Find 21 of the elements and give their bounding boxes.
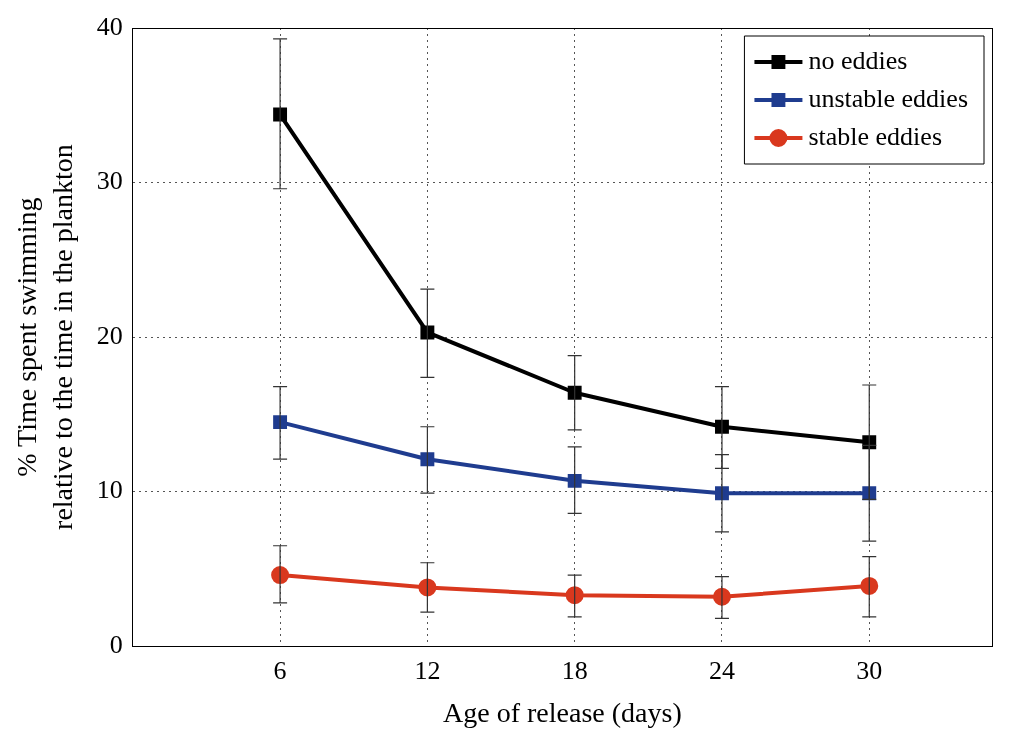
x-tick-label: 12: [414, 655, 441, 685]
y-tick-label: 10: [96, 475, 123, 505]
point: [418, 578, 437, 597]
point: [860, 576, 879, 595]
point: [420, 452, 435, 467]
y-tick-label: 20: [96, 320, 123, 350]
point: [565, 586, 584, 605]
legend-label: unstable eddies: [808, 83, 969, 113]
y-tick-label: 40: [96, 11, 123, 41]
x-tick-label: 18: [561, 655, 588, 685]
x-tick-label: 24: [708, 655, 735, 685]
point: [567, 473, 582, 488]
x-tick-label: 30: [856, 655, 883, 685]
point: [567, 385, 582, 400]
x-axis-title: Age of release (days): [443, 696, 682, 728]
y-tick-label: 0: [109, 630, 123, 660]
y-tick-label: 30: [96, 166, 123, 196]
x-tick-label: 6: [273, 655, 287, 685]
y-axis-title: % Time spent swimming relative to the time in the plankton: [10, 144, 78, 530]
legend-label: no eddies: [808, 45, 908, 75]
legend-label: stable eddies: [808, 121, 943, 151]
